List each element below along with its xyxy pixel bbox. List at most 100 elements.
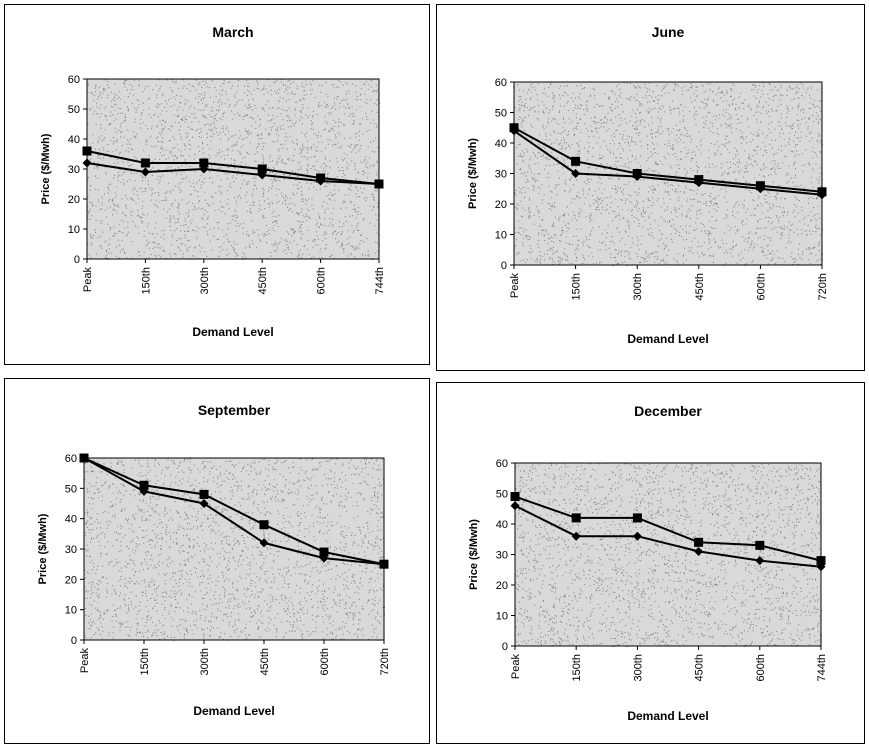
- chart-svg: March 0 10 20 30 40 50 60 Peak 150th 300th 450th 600…: [40, 24, 386, 339]
- data-point-square: [571, 513, 581, 523]
- x-axis-label: Demand Level: [192, 325, 273, 339]
- y-tick-label: 50: [495, 108, 507, 120]
- y-tick-label: 30: [68, 164, 80, 176]
- x-tick-label: 150th: [140, 267, 152, 295]
- series-line: [513, 129, 823, 196]
- data-point-diamond: [571, 169, 581, 178]
- y-tick-label: 10: [68, 224, 80, 236]
- chart-svg: June 0 10 20 30 40 50 60 Peak 150th 300th 450th 600t…: [467, 24, 829, 346]
- y-tick-label: 50: [496, 489, 508, 501]
- y-tick-label: 10: [495, 230, 507, 242]
- plot-stipple: [87, 79, 380, 261]
- y-axis-label: Price ($/Mwh): [37, 513, 49, 584]
- data-point-diamond: [632, 531, 642, 541]
- series-line: [514, 495, 822, 562]
- chart-panel-september: September 0 10 20 30 40 50 60 Peak 150th 300th 450t…: [4, 378, 430, 744]
- data-point-diamond: [755, 184, 765, 194]
- data-point-diamond: [817, 190, 827, 200]
- data-point-diamond: [510, 501, 520, 511]
- data-point-diamond: [509, 126, 519, 136]
- x-tick-label: 600th: [755, 654, 767, 682]
- chart-title: September: [198, 402, 271, 418]
- y-tick-label: 40: [496, 519, 508, 531]
- data-point-diamond: [374, 179, 384, 189]
- y-tick-label: 20: [496, 580, 508, 592]
- data-point-square: [510, 492, 520, 502]
- x-tick-label: Peak: [79, 648, 91, 674]
- data-point-diamond: [82, 158, 92, 168]
- y-tick-label: 60: [68, 74, 80, 86]
- series-line: [83, 457, 385, 566]
- x-tick-label: Peak: [510, 654, 522, 680]
- y-tick-label: 60: [65, 453, 77, 465]
- x-tick-label: Peak: [82, 267, 94, 293]
- data-point-square: [755, 540, 765, 550]
- y-tick-label: 10: [65, 605, 77, 617]
- data-point-diamond: [79, 453, 89, 463]
- chart-panel-march: March 0 10 20 30 40 50 60 Peak 150th 300th 450th 600…: [4, 4, 430, 365]
- series-diamond: [79, 453, 389, 569]
- data-point-square: [199, 158, 209, 168]
- data-point-diamond: [632, 172, 642, 182]
- x-tick-label: 450th: [259, 648, 271, 676]
- data-point-diamond: [140, 167, 150, 177]
- series-diamond: [82, 158, 384, 189]
- x-axis-label: Demand Level: [193, 704, 274, 718]
- y-tick-label: 0: [502, 641, 508, 653]
- data-point-square: [259, 520, 269, 530]
- x-tick-label: 300th: [199, 648, 211, 676]
- x-tick-label: 450th: [257, 267, 269, 295]
- chart-svg: September 0 10 20 30 40 50 60 Peak 150th 300th 450t…: [37, 402, 391, 718]
- series-square: [510, 492, 826, 566]
- data-point-diamond: [316, 176, 326, 186]
- y-tick-label: 30: [495, 169, 507, 181]
- data-point-diamond: [755, 556, 765, 566]
- series-line: [86, 150, 380, 185]
- series-line: [86, 162, 380, 185]
- data-point-diamond: [694, 178, 704, 188]
- x-tick-label: 600th: [755, 273, 767, 301]
- y-tick-label: 50: [68, 104, 80, 116]
- y-tick-label: 30: [496, 550, 508, 562]
- y-tick-label: 20: [65, 574, 77, 586]
- x-tick-label: 150th: [571, 273, 583, 301]
- data-point-square: [139, 480, 149, 490]
- x-axis-label: Demand Level: [627, 332, 708, 346]
- plot-area: [87, 79, 379, 259]
- series-line: [513, 126, 823, 193]
- y-tick-label: 0: [74, 254, 80, 266]
- plot-stipple: [84, 458, 385, 642]
- data-point-diamond: [139, 486, 149, 496]
- data-point-square: [257, 164, 267, 174]
- y-tick-label: 20: [495, 199, 507, 211]
- x-tick-label: 744th: [374, 267, 386, 295]
- x-tick-label: 600th: [316, 267, 328, 295]
- x-tick-label: 150th: [571, 654, 583, 682]
- data-point-square: [571, 156, 581, 166]
- y-tick-label: 0: [71, 635, 77, 647]
- y-tick-label: 30: [65, 544, 77, 556]
- data-point-square: [816, 556, 826, 566]
- chart-title: December: [634, 403, 702, 419]
- data-point-diamond: [379, 559, 389, 569]
- y-tick-label: 40: [68, 134, 80, 146]
- x-tick-label: Peak: [509, 273, 521, 299]
- chart-panel-june: June 0 10 20 30 40 50 60 Peak 150th 300th 450th 600t…: [436, 4, 865, 371]
- y-tick-label: 10: [496, 611, 508, 623]
- chart-title: March: [212, 24, 253, 40]
- y-axis-label: Price ($/Mwh): [468, 519, 480, 590]
- series-diamond: [510, 501, 826, 572]
- plot-area: [515, 463, 821, 646]
- data-point-square: [694, 537, 704, 547]
- data-point-diamond: [694, 546, 704, 556]
- x-tick-label: 150th: [139, 648, 151, 676]
- data-point-diamond: [816, 562, 826, 572]
- data-point-diamond: [199, 499, 209, 508]
- data-point-square: [632, 513, 642, 523]
- x-tick-label: 450th: [694, 654, 706, 682]
- y-tick-label: 40: [495, 138, 507, 150]
- plot-stipple: [514, 82, 823, 267]
- data-point-diamond: [319, 553, 329, 563]
- x-tick-label: 744th: [816, 654, 828, 682]
- chart-title: June: [652, 24, 685, 40]
